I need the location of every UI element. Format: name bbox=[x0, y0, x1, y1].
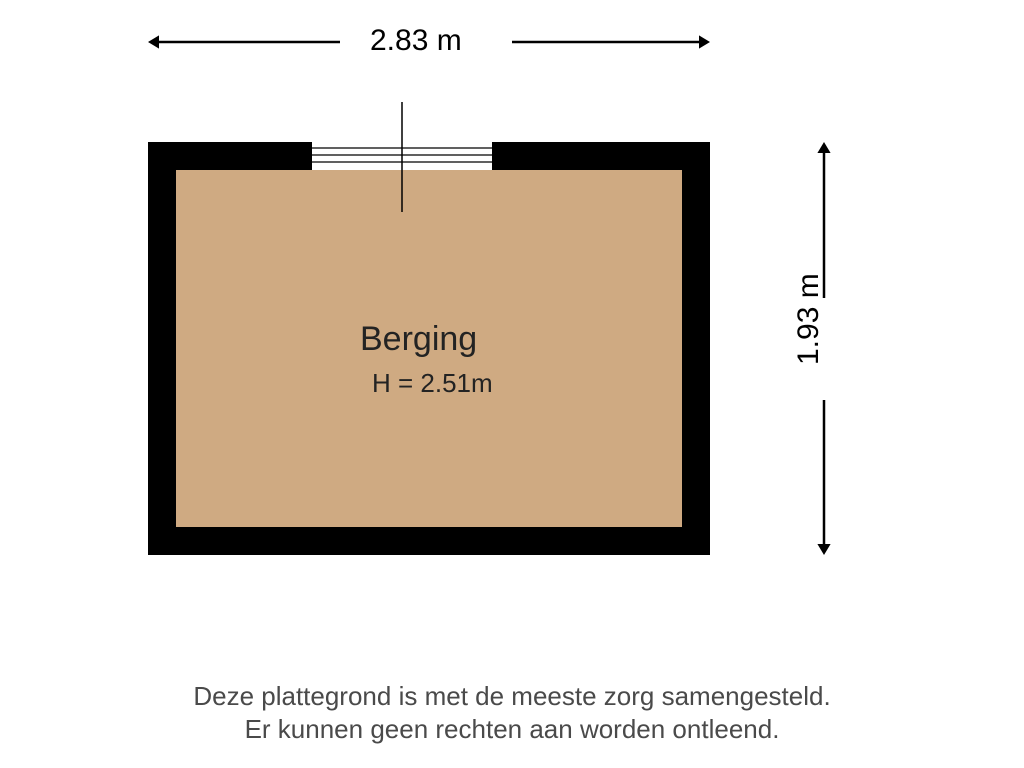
disclaimer-line2: Er kunnen geen rechten aan worden ontlee… bbox=[245, 714, 780, 744]
width-dimension-label: 2.83 m bbox=[370, 24, 462, 58]
height-dimension-label: 1.93 m bbox=[792, 273, 826, 365]
disclaimer-text: Deze plattegrond is met de meeste zorg s… bbox=[0, 680, 1024, 745]
disclaimer-line1: Deze plattegrond is met de meeste zorg s… bbox=[193, 681, 830, 711]
room-name-label: Berging bbox=[360, 320, 477, 359]
floorplan-canvas bbox=[0, 0, 1024, 768]
room-height-label: H = 2.51m bbox=[372, 368, 493, 399]
